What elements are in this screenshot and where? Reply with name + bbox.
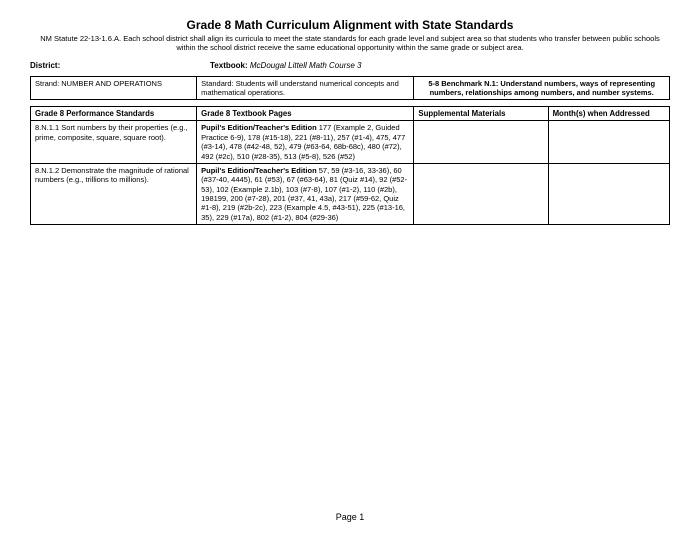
strand-table: Strand: NUMBER AND OPERATIONS Standard: … [30,76,670,100]
cell-standard: 8.N.1.1 Sort numbers by their properties… [31,121,197,164]
pages-bold: Pupil's Edition/Teacher's Edition [201,123,317,132]
cell-supp [414,163,548,224]
page-subtitle: NM Statute 22-13-1.6.A. Each school dist… [30,34,670,53]
table-row: 8.N.1.2 Demonstrate the magnitude of rat… [31,163,670,224]
pages-bold: Pupil's Edition/Teacher's Edition [201,166,317,175]
col-textbook-pages: Grade 8 Textbook Pages [197,106,414,121]
cell-pages: Pupil's Edition/Teacher's Edition 57, 59… [197,163,414,224]
col-months: Month(s) when Addressed [548,106,669,121]
textbook-label: Textbook: [210,61,248,70]
textbook-value: McDougal Littell Math Course 3 [250,61,362,70]
strand-label: Strand: NUMBER AND OPERATIONS [31,76,197,99]
table-row: 8.N.1.1 Sort numbers by their properties… [31,121,670,164]
col-performance-standards: Grade 8 Performance Standards [31,106,197,121]
strand-benchmark: 5-8 Benchmark N.1: Understand numbers, w… [414,76,670,99]
district-label: District: [30,61,210,70]
meta-row: District: Textbook: McDougal Littell Mat… [30,61,670,70]
strand-standard: Standard: Students will understand numer… [197,76,414,99]
col-supplemental: Supplemental Materials [414,106,548,121]
table-header-row: Grade 8 Performance Standards Grade 8 Te… [31,106,670,121]
cell-month [548,121,669,164]
cell-standard: 8.N.1.2 Demonstrate the magnitude of rat… [31,163,197,224]
cell-supp [414,121,548,164]
textbook-cell: Textbook: McDougal Littell Math Course 3 [210,61,361,70]
standards-table: Grade 8 Performance Standards Grade 8 Te… [30,106,670,225]
cell-pages: Pupil's Edition/Teacher's Edition 177 (E… [197,121,414,164]
page-title: Grade 8 Math Curriculum Alignment with S… [30,18,670,32]
cell-month [548,163,669,224]
page-number: Page 1 [0,512,700,522]
